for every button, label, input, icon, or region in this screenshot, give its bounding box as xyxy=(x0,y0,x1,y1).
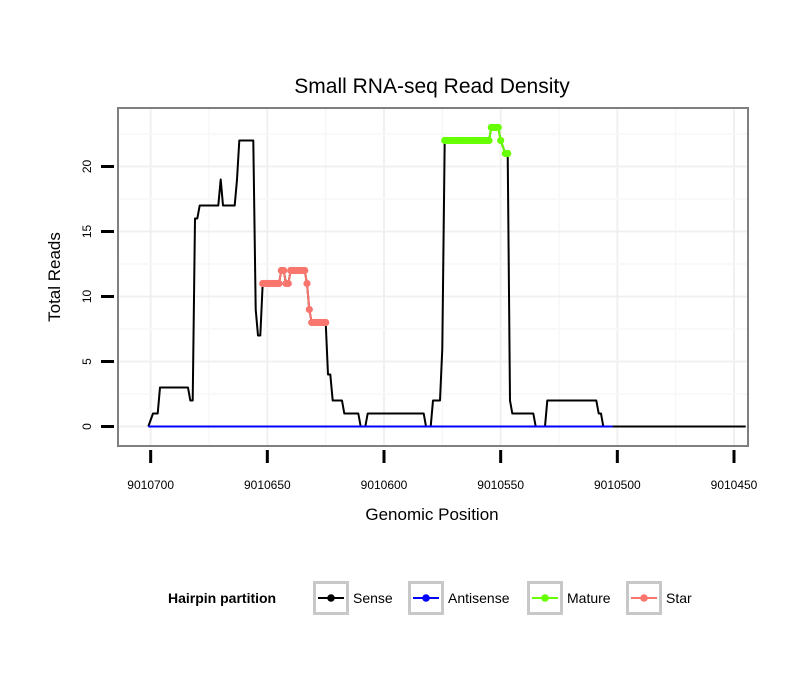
legend-title: Hairpin partition xyxy=(168,590,276,606)
data-point-mature xyxy=(485,136,493,145)
axes: 9010700 9010650 9010600 9010550 9010500 90104… xyxy=(80,160,758,492)
x-tick-label: 9010700 xyxy=(127,478,174,492)
series-star xyxy=(259,266,330,327)
x-tick-label: 9010500 xyxy=(594,478,641,492)
data-point-star xyxy=(275,279,283,288)
data-point-mature xyxy=(497,136,505,145)
data-point-star xyxy=(301,266,309,275)
x-tick-label: 9010600 xyxy=(361,478,408,492)
y-tick-label: 10 xyxy=(80,290,94,304)
data-point-star xyxy=(280,266,288,275)
legend-key-point xyxy=(541,594,549,602)
legend: Hairpin partition Sense Antisense Mature St… xyxy=(168,581,692,615)
data-point-star xyxy=(322,318,330,327)
y-axis-title: Total Reads xyxy=(45,232,64,322)
legend-item-mature: Mature xyxy=(527,581,611,615)
plot-panel xyxy=(118,108,748,446)
legend-item-antisense: Antisense xyxy=(408,581,510,615)
legend-label-sense: Sense xyxy=(353,590,393,606)
series-layer xyxy=(147,123,746,428)
x-axis-title: Genomic Position xyxy=(365,505,498,524)
y-tick-label: 20 xyxy=(80,160,94,174)
legend-item-star: Star xyxy=(626,581,692,615)
data-point-star xyxy=(303,279,311,288)
legend-key-point xyxy=(422,594,430,602)
y-tick-label: 0 xyxy=(80,423,94,430)
x-tick-label: 9010650 xyxy=(244,478,291,492)
series-sense xyxy=(147,126,746,428)
y-tick-label: 5 xyxy=(80,358,94,365)
legend-label-antisense: Antisense xyxy=(448,590,510,606)
legend-item-sense: Sense xyxy=(313,581,393,615)
data-point-mature xyxy=(494,123,502,132)
legend-key-point xyxy=(327,594,335,602)
data-point-mature xyxy=(504,149,512,158)
legend-label-star: Star xyxy=(666,590,692,606)
plot-border xyxy=(117,107,749,447)
x-tick-label: 9010550 xyxy=(477,478,524,492)
legend-label-mature: Mature xyxy=(567,590,611,606)
legend-key-point xyxy=(640,594,648,602)
data-point-star xyxy=(305,305,313,314)
series-mature xyxy=(441,123,512,158)
series-line-sense xyxy=(147,126,746,428)
y-tick-label: 15 xyxy=(80,225,94,239)
x-tick-label: 9010450 xyxy=(711,478,758,492)
data-point-star xyxy=(284,279,292,288)
chart-title: Small RNA-seq Read Density xyxy=(294,75,570,98)
